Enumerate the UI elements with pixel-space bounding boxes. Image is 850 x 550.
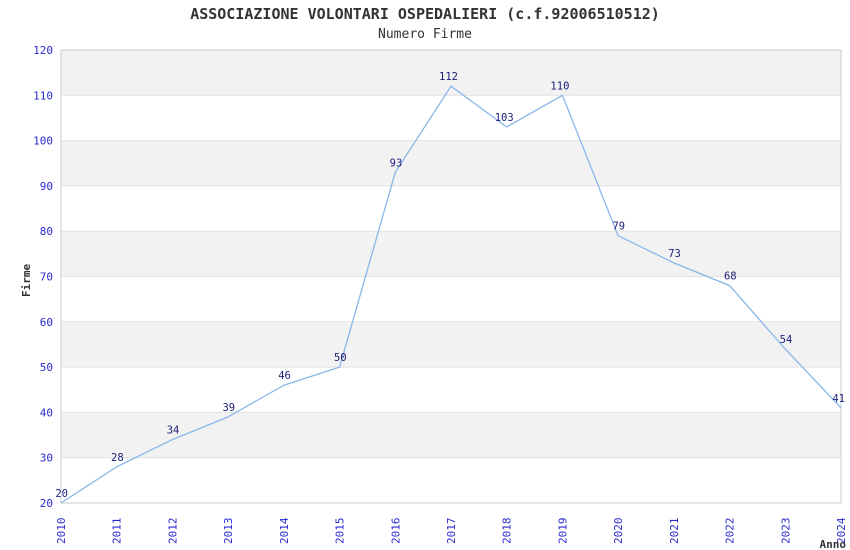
y-tick-label: 30 <box>40 452 53 465</box>
y-axis-labels: 20 30 40 50 60 70 80 90 100 110 120 <box>33 44 53 510</box>
point-label: 93 <box>390 157 403 169</box>
y-tick-label: 20 <box>40 497 53 510</box>
x-axis-title: Anno <box>820 538 847 550</box>
y-tick-label: 120 <box>33 44 53 57</box>
point-label: 73 <box>668 248 681 260</box>
y-tick-label: 110 <box>33 89 53 102</box>
x-tick-label: 2018 <box>501 518 514 545</box>
y-axis-title: Firme <box>20 264 33 297</box>
point-label: 79 <box>612 221 625 233</box>
point-label: 46 <box>278 370 291 382</box>
x-tick-label: 2019 <box>556 518 569 545</box>
point-label: 41 <box>832 393 845 405</box>
plot-bands <box>61 50 841 503</box>
x-tick-label: 2012 <box>166 518 179 545</box>
x-tick-label: 2010 <box>55 518 68 545</box>
point-labels: 20 28 34 39 46 50 93 112 103 110 79 73 68 54 41 <box>55 71 845 500</box>
point-label: 103 <box>495 112 514 124</box>
x-tick-label: 2015 <box>334 518 347 545</box>
y-tick-label: 40 <box>40 406 53 419</box>
point-label: 112 <box>439 71 458 83</box>
point-label: 50 <box>334 352 347 364</box>
point-label: 68 <box>724 271 737 283</box>
chart-title: ASSOCIAZIONE VOLONTARI OSPEDALIERI (c.f.… <box>190 5 660 23</box>
x-tick-label: 2023 <box>779 518 792 545</box>
point-label: 39 <box>222 402 235 414</box>
point-label: 20 <box>55 488 68 500</box>
y-tick-label: 60 <box>40 316 53 329</box>
y-tick-label: 50 <box>40 361 53 374</box>
x-tick-label: 2022 <box>724 518 737 545</box>
plot-border <box>60 49 842 504</box>
y-tick-label: 70 <box>40 271 53 284</box>
x-tick-label: 2020 <box>612 518 625 545</box>
point-label: 110 <box>550 80 569 92</box>
y-tick-label: 100 <box>33 135 53 148</box>
x-axis-labels: 2010 2011 2012 2013 2014 2015 2016 2017 2018 2019… <box>55 517 848 544</box>
point-label: 54 <box>780 334 793 346</box>
x-tick-label: 2013 <box>222 518 235 545</box>
x-tick-label: 2011 <box>111 518 124 545</box>
y-tick-label: 80 <box>40 225 53 238</box>
x-tick-label: 2024 <box>835 517 848 544</box>
x-tick-label: 2016 <box>389 518 402 545</box>
x-tick-label: 2021 <box>668 518 681 545</box>
x-tick-label: 2014 <box>278 517 291 544</box>
data-line <box>60 85 842 504</box>
point-label: 34 <box>167 425 180 437</box>
x-tick-label: 2017 <box>445 518 458 545</box>
y-tick-label: 90 <box>40 180 53 193</box>
point-label: 28 <box>111 452 124 464</box>
chart-subtitle: Numero Firme <box>378 27 472 42</box>
